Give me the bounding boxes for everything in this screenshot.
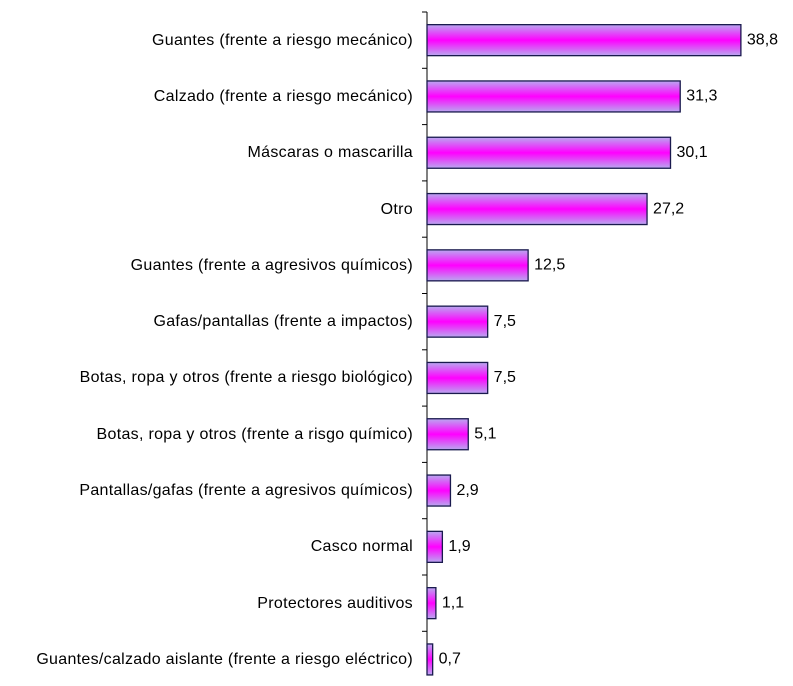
value-label: 7,5 [494,313,516,330]
bar [426,249,529,282]
category-label-box: Pantallas/gafas (frente a agresivos quím… [8,463,413,519]
value-label: 0,7 [439,651,461,668]
bar [426,305,489,338]
category-label: Calzado (frente a riesgo mecánico) [153,87,413,105]
bar [426,361,489,395]
bar [426,23,742,57]
category-label-box: Protectores auditivos [8,575,413,631]
bar [426,192,648,226]
category-label-box: Máscaras o mascarilla [8,125,413,181]
category-label: Protectores auditivos [257,594,413,612]
category-label: Guantes/calzado aislante (frente a riesg… [36,650,413,668]
category-label-box: Casco normal [8,519,413,575]
bar [426,418,469,451]
category-label-box: Guantes (frente a riesgo mecánico) [8,12,413,68]
category-label-box: Gafas/pantallas (frente a impactos) [8,294,413,350]
value-label: 31,3 [686,88,717,105]
bar [426,587,437,620]
value-label: 12,5 [534,257,565,274]
value-label: 30,1 [677,144,708,161]
category-label-box: Calzado (frente a riesgo mecánico) [8,68,413,124]
category-label-box: Guantes (frente a agresivos químicos) [8,237,413,293]
bar [426,530,444,563]
category-label: Otro [380,200,413,218]
category-label: Guantes (frente a agresivos químicos) [130,256,413,274]
category-label: Guantes (frente a riesgo mecánico) [152,31,413,49]
category-label-box: Guantes/calzado aislante (frente a riesg… [8,631,413,686]
value-label: 7,5 [494,369,516,386]
bar [426,80,681,113]
value-label: 5,1 [474,425,496,442]
bar [426,136,672,169]
value-label: 1,1 [442,594,464,611]
category-label: Pantallas/gafas (frente a agresivos quím… [79,482,413,500]
value-label: 1,9 [448,538,470,555]
category-label: Gafas/pantallas (frente a impactos) [153,313,413,331]
value-label: 2,9 [456,482,478,499]
category-label: Casco normal [310,538,413,556]
category-label: Botas, ropa y otros (frente a riesgo bio… [79,369,413,387]
category-label: Botas, ropa y otros (frente a risgo quím… [96,425,413,443]
value-label: 27,2 [653,200,684,217]
category-label: Máscaras o mascarilla [247,144,413,162]
category-label-box: Otro [8,181,413,237]
category-label-box: Botas, ropa y otros (frente a risgo quím… [8,406,413,462]
category-label-box: Botas, ropa y otros (frente a riesgo bio… [8,350,413,406]
bar [426,643,434,676]
value-label: 38,8 [747,31,778,48]
bar [426,474,452,507]
